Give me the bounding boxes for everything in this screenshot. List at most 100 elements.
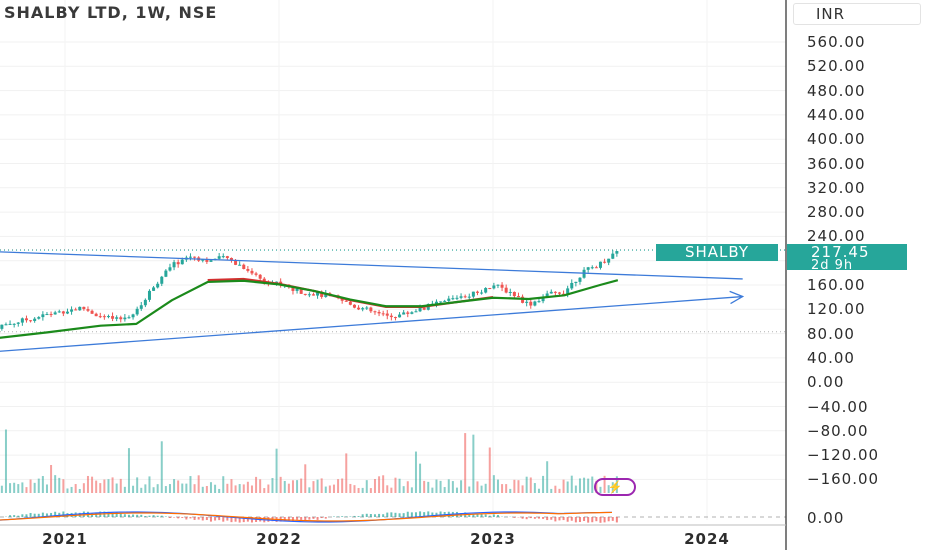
candle-body: [615, 251, 619, 254]
volume-bar: [58, 477, 61, 493]
candle-body: [504, 287, 508, 293]
candle-body: [156, 283, 160, 288]
candle-body: [70, 309, 74, 312]
candle-body: [33, 318, 37, 321]
candle-body: [418, 307, 422, 312]
macd-histogram-bar: [173, 517, 176, 518]
volume-bar: [17, 484, 20, 493]
volume-bar: [66, 488, 69, 493]
candle-body: [594, 267, 598, 269]
volume-bar: [398, 478, 401, 493]
price-tick-label: 0.00: [807, 373, 845, 392]
volume-bar: [255, 476, 258, 493]
candle-body: [389, 315, 393, 318]
candle-body: [160, 276, 164, 284]
macd-histogram-bar: [341, 516, 344, 517]
candle-body: [98, 316, 102, 318]
volume-bar: [501, 484, 504, 493]
volume-bar: [25, 487, 28, 493]
volume-bar: [185, 483, 188, 493]
candle-body: [340, 298, 344, 301]
volume-bar: [402, 486, 405, 493]
candle-body: [459, 296, 463, 298]
volume-bar: [222, 476, 225, 493]
macd-histogram-bar: [611, 517, 614, 521]
candle-body: [57, 311, 61, 313]
candle-body: [414, 311, 418, 313]
volume-bar: [250, 485, 253, 493]
candle-body: [500, 284, 504, 288]
volume-bar: [95, 480, 98, 493]
candle-body: [16, 322, 20, 324]
volume-bar: [214, 484, 217, 493]
macd-histogram-bar: [595, 517, 598, 522]
macd-histogram-bar: [521, 517, 524, 519]
candle-body: [176, 262, 180, 265]
candle-body: [607, 258, 611, 263]
candle-body: [451, 298, 455, 300]
candle-body: [303, 293, 307, 295]
volume-bar: [259, 479, 262, 493]
volume-bar: [341, 478, 344, 493]
candle-body: [488, 288, 492, 290]
candle-body: [139, 305, 143, 309]
macd-histogram-bar: [324, 517, 327, 519]
volume-bar: [291, 480, 294, 493]
macd-histogram-bar: [365, 513, 368, 517]
candle-body: [541, 297, 545, 302]
volume-bar: [111, 477, 114, 493]
volume-bar: [533, 483, 536, 493]
price-tick-label: 120.00: [807, 300, 866, 319]
candle-body: [381, 313, 385, 315]
volume-bar: [443, 487, 446, 493]
candle-body: [549, 291, 553, 294]
volume-bar: [525, 476, 528, 493]
volume-bar: [373, 479, 376, 493]
volume-bar: [390, 487, 393, 493]
volume-bar: [283, 480, 286, 493]
macd-histogram-bar: [390, 512, 393, 517]
macd-histogram-bar: [168, 517, 171, 519]
macd-pane: [0, 511, 618, 523]
candle-body: [320, 291, 324, 297]
candle-body: [217, 256, 221, 259]
volume-bar: [209, 482, 212, 493]
volume-bar: [181, 483, 184, 493]
candle-body: [295, 288, 299, 291]
price-tick-label: 40.00: [807, 348, 855, 367]
volume-bar: [574, 485, 577, 493]
volume-bar: [484, 483, 487, 493]
volume-bar: [427, 481, 430, 493]
macd-histogram-bar: [296, 517, 299, 520]
candle-body: [516, 296, 520, 298]
candle-body: [455, 297, 459, 299]
candle-body: [115, 317, 119, 319]
macd-histogram-bar: [230, 517, 233, 523]
candle-body: [557, 292, 561, 294]
volume-bar: [476, 481, 479, 493]
currency-selector[interactable]: INR: [793, 3, 921, 25]
volume-bar: [472, 434, 475, 493]
volume-bar: [287, 483, 290, 493]
candle-body: [586, 267, 590, 270]
macd-histogram-bar: [496, 514, 499, 517]
macd-histogram-bar: [615, 517, 618, 523]
candle-body: [12, 323, 16, 325]
candle-body: [512, 291, 516, 297]
candle-body: [463, 296, 467, 298]
macd-histogram-bar: [287, 517, 290, 521]
macd-histogram-bar: [357, 516, 360, 517]
volume-bar: [451, 481, 454, 493]
lightning-icon[interactable]: ⚡: [594, 478, 636, 496]
macd-histogram-bar: [21, 514, 24, 517]
volume-bar: [296, 480, 299, 493]
candle-body: [106, 316, 110, 318]
volume-bar: [505, 484, 508, 493]
candle-body: [82, 306, 86, 310]
candle-body: [49, 314, 53, 316]
price-tick-label: 280.00: [807, 203, 866, 222]
volume-bar: [50, 464, 53, 493]
macd-histogram-bar: [570, 517, 573, 521]
macd-histogram-bar: [566, 517, 569, 522]
